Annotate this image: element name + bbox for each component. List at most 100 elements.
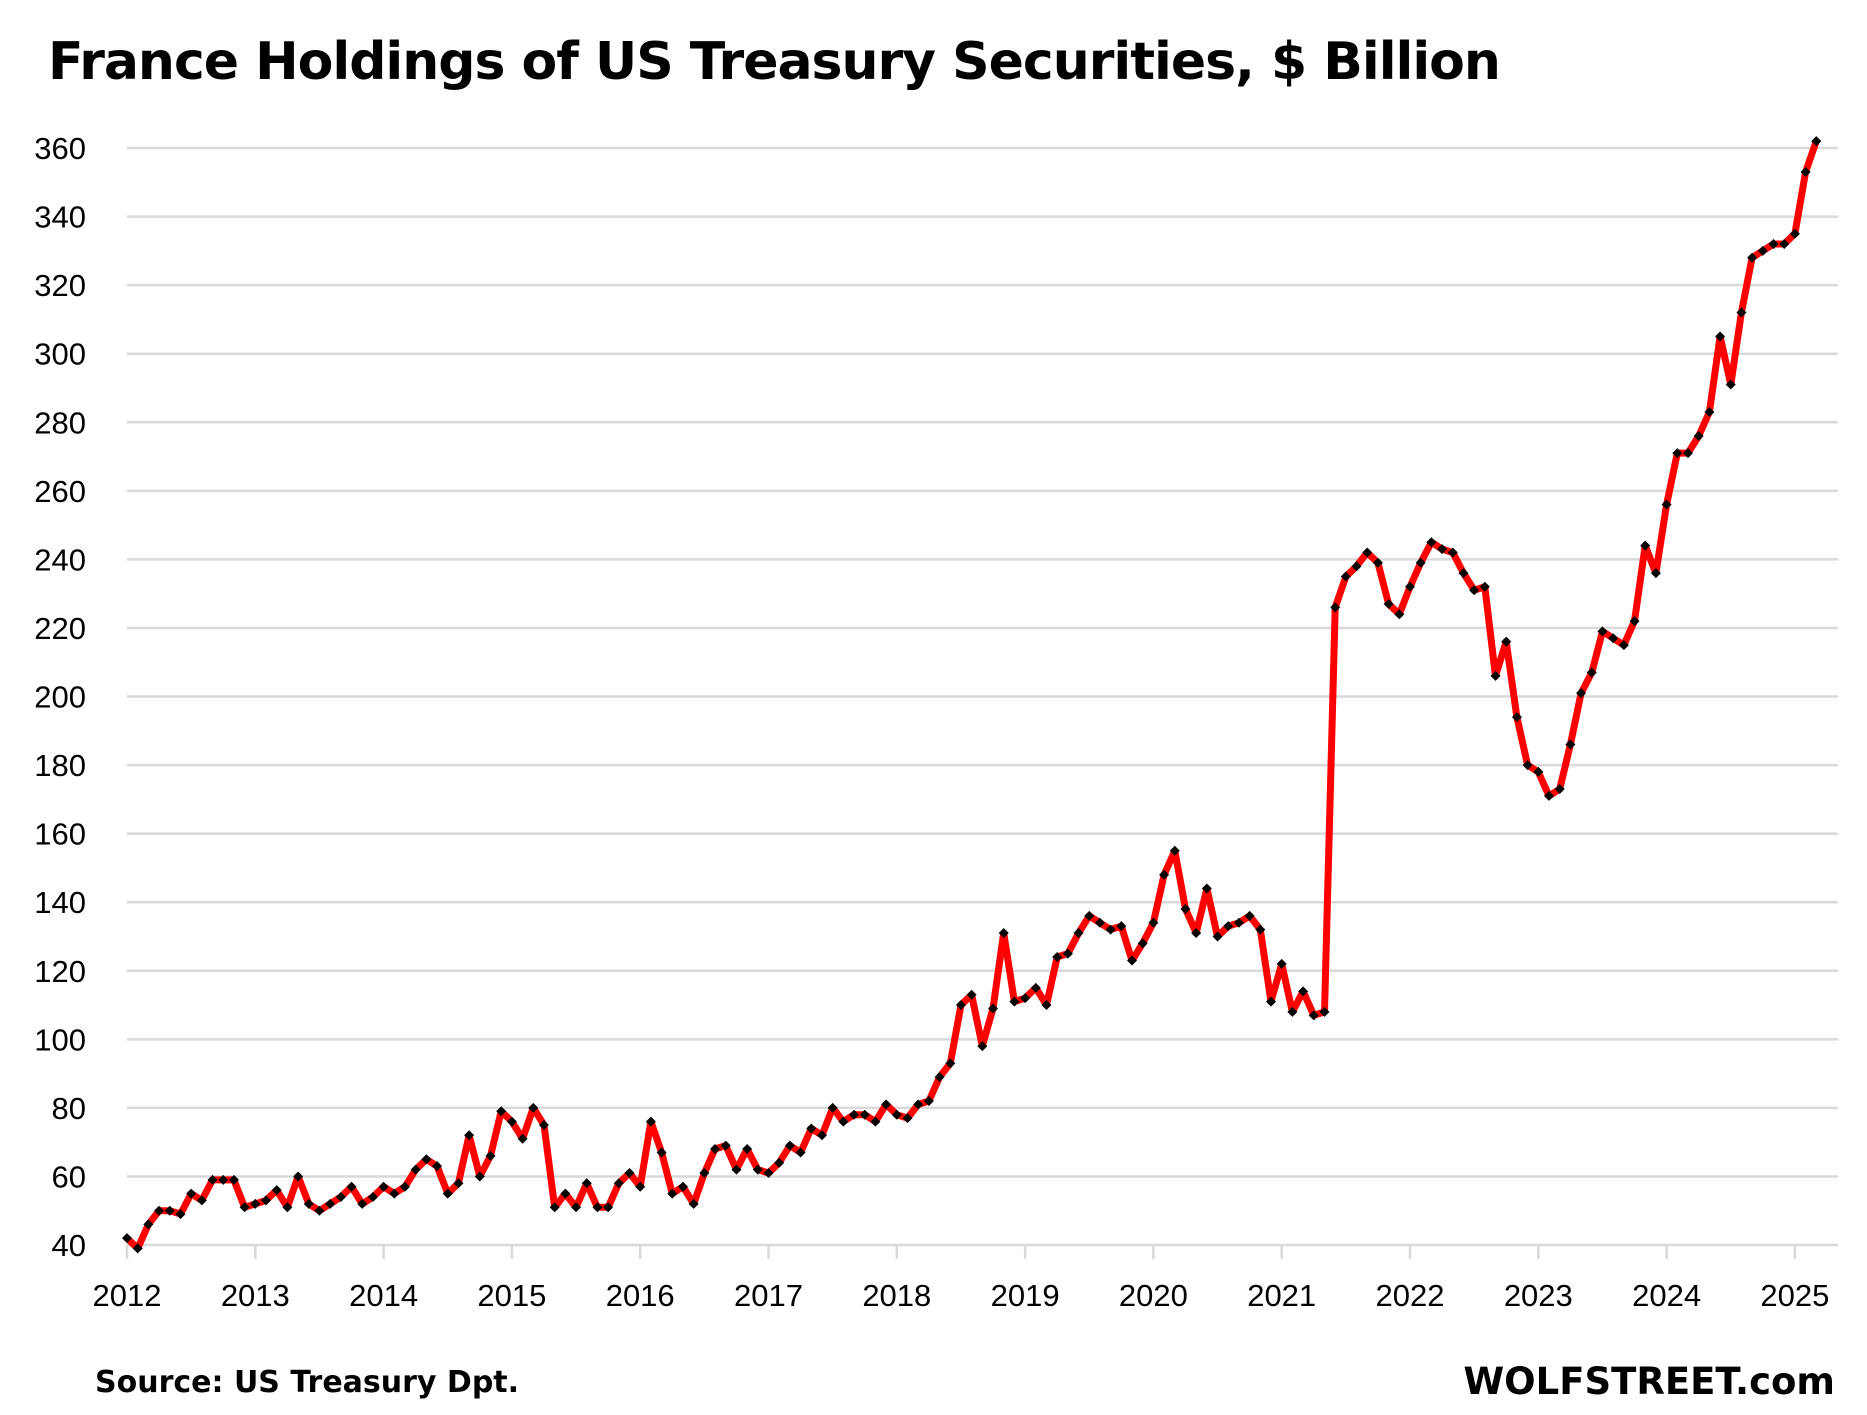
x-tick-label: 2019 [991, 1278, 1060, 1313]
x-tick-label: 2014 [349, 1278, 418, 1313]
data-point [1094, 917, 1105, 928]
data-point [688, 1198, 699, 1209]
data-point [763, 1168, 774, 1179]
data-point [1447, 547, 1458, 558]
data-point [1565, 739, 1576, 750]
data-point [207, 1174, 218, 1185]
x-tick-label: 2021 [1247, 1278, 1316, 1313]
y-tick-label: 160 [34, 817, 86, 852]
data-point [1693, 430, 1704, 441]
data-point [571, 1202, 582, 1213]
data-point [1394, 609, 1405, 620]
data-point [389, 1188, 400, 1199]
data-point [122, 1233, 132, 1244]
y-tick-label: 80 [52, 1091, 86, 1126]
data-point [1811, 136, 1822, 147]
data-point [357, 1198, 368, 1209]
data-point [752, 1164, 763, 1175]
data-point [1768, 238, 1779, 249]
data-point [1383, 598, 1394, 609]
data-point [271, 1185, 282, 1196]
data-point [1276, 958, 1287, 969]
x-tick-label: 2024 [1632, 1278, 1701, 1313]
data-point [186, 1188, 197, 1199]
data-point [720, 1140, 731, 1151]
data-point [282, 1202, 293, 1213]
series-france-holdings [122, 136, 1822, 1254]
y-tick-label: 140 [34, 885, 86, 920]
data-point [1661, 499, 1672, 510]
data-point [998, 928, 1009, 939]
data-point [517, 1133, 528, 1144]
data-point [1469, 585, 1480, 596]
data-point [303, 1198, 314, 1209]
x-tick-label: 2015 [477, 1278, 546, 1313]
data-point [592, 1202, 603, 1213]
data-point [1020, 993, 1031, 1004]
data-point [977, 1041, 988, 1052]
data-point [1030, 982, 1041, 993]
data-point [1191, 928, 1202, 939]
y-tick-label: 340 [34, 200, 86, 235]
data-point [164, 1205, 175, 1216]
data-point [1586, 667, 1597, 678]
data-point [1522, 760, 1533, 771]
x-tick-label: 2017 [734, 1278, 803, 1313]
data-point [677, 1181, 688, 1192]
data-point [1725, 379, 1736, 390]
data-point [1372, 557, 1383, 568]
data-point [335, 1192, 346, 1203]
data-point [1511, 712, 1522, 723]
data-point [881, 1099, 892, 1110]
data-point [399, 1181, 410, 1192]
data-point [378, 1181, 389, 1192]
data-point [1618, 640, 1629, 651]
data-point [699, 1168, 710, 1179]
y-tick-label: 360 [34, 131, 86, 166]
data-point [1426, 537, 1437, 548]
data-point [1757, 245, 1768, 256]
data-point [870, 1116, 881, 1127]
data-point [1330, 602, 1341, 613]
data-point [795, 1147, 806, 1158]
data-point [239, 1202, 250, 1213]
data-point [613, 1178, 624, 1189]
data-point [1672, 448, 1683, 459]
data-point [1736, 307, 1747, 318]
data-point [154, 1205, 165, 1216]
y-tick-label: 100 [34, 1022, 86, 1057]
data-point [1041, 1000, 1052, 1011]
x-tick-label: 2020 [1119, 1278, 1188, 1313]
brand-watermark: WOLFSTREET.com [1463, 1360, 1835, 1403]
data-point [1319, 1006, 1330, 1017]
data-point [1479, 581, 1490, 592]
data-point [1554, 784, 1565, 795]
chart-title: France Holdings of US Treasury Securitie… [48, 32, 1501, 92]
data-point [1233, 917, 1244, 928]
data-point [635, 1181, 646, 1192]
data-point [1009, 996, 1020, 1007]
data-point [667, 1188, 678, 1199]
data-point [624, 1168, 635, 1179]
data-point [1405, 581, 1415, 592]
data-point [1650, 568, 1661, 579]
data-point [1105, 924, 1116, 935]
data-point [410, 1164, 421, 1175]
data-point [1747, 252, 1758, 263]
data-point [913, 1099, 924, 1110]
y-tick-label: 40 [52, 1228, 86, 1263]
data-point [1704, 406, 1715, 417]
data-point [1266, 996, 1277, 1007]
data-point [453, 1178, 464, 1189]
data-point [1351, 561, 1362, 572]
data-point [1458, 568, 1469, 579]
data-point [1800, 166, 1811, 177]
data-point [1169, 845, 1180, 856]
data-point [1437, 544, 1448, 555]
data-point [496, 1106, 507, 1117]
y-tick-label: 60 [52, 1159, 86, 1194]
y-tick-label: 260 [34, 474, 86, 509]
data-point [1576, 688, 1587, 699]
data-point [1287, 1006, 1298, 1017]
